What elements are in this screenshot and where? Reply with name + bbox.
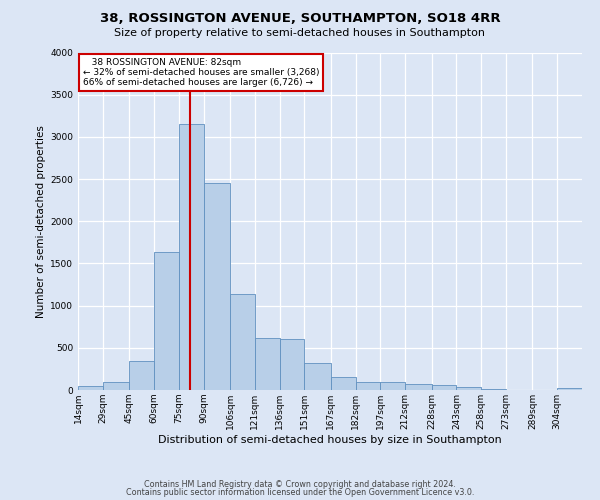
Text: 38 ROSSINGTON AVENUE: 82sqm
← 32% of semi-detached houses are smaller (3,268)
66: 38 ROSSINGTON AVENUE: 82sqm ← 32% of sem… [83,58,320,88]
Text: Size of property relative to semi-detached houses in Southampton: Size of property relative to semi-detach… [115,28,485,38]
Bar [280,338,304,390]
Bar [557,388,582,390]
Bar [380,382,405,390]
Y-axis label: Number of semi-detached properties: Number of semi-detached properties [36,125,46,318]
Text: Contains public sector information licensed under the Open Government Licence v3: Contains public sector information licen… [126,488,474,497]
Bar [405,384,431,390]
Bar [203,184,230,390]
Bar [331,377,356,390]
Bar [103,382,129,390]
Bar [431,385,457,390]
Bar [78,386,103,390]
Bar [255,338,280,390]
Bar [304,363,331,390]
Text: 38, ROSSINGTON AVENUE, SOUTHAMPTON, SO18 4RR: 38, ROSSINGTON AVENUE, SOUTHAMPTON, SO18… [100,12,500,26]
Bar [481,389,506,390]
Bar [179,124,203,390]
Bar [356,382,380,390]
Bar [457,387,481,390]
Bar [129,362,154,390]
Text: Contains HM Land Registry data © Crown copyright and database right 2024.: Contains HM Land Registry data © Crown c… [144,480,456,489]
Bar [230,294,255,390]
Bar [154,252,179,390]
X-axis label: Distribution of semi-detached houses by size in Southampton: Distribution of semi-detached houses by … [158,434,502,444]
